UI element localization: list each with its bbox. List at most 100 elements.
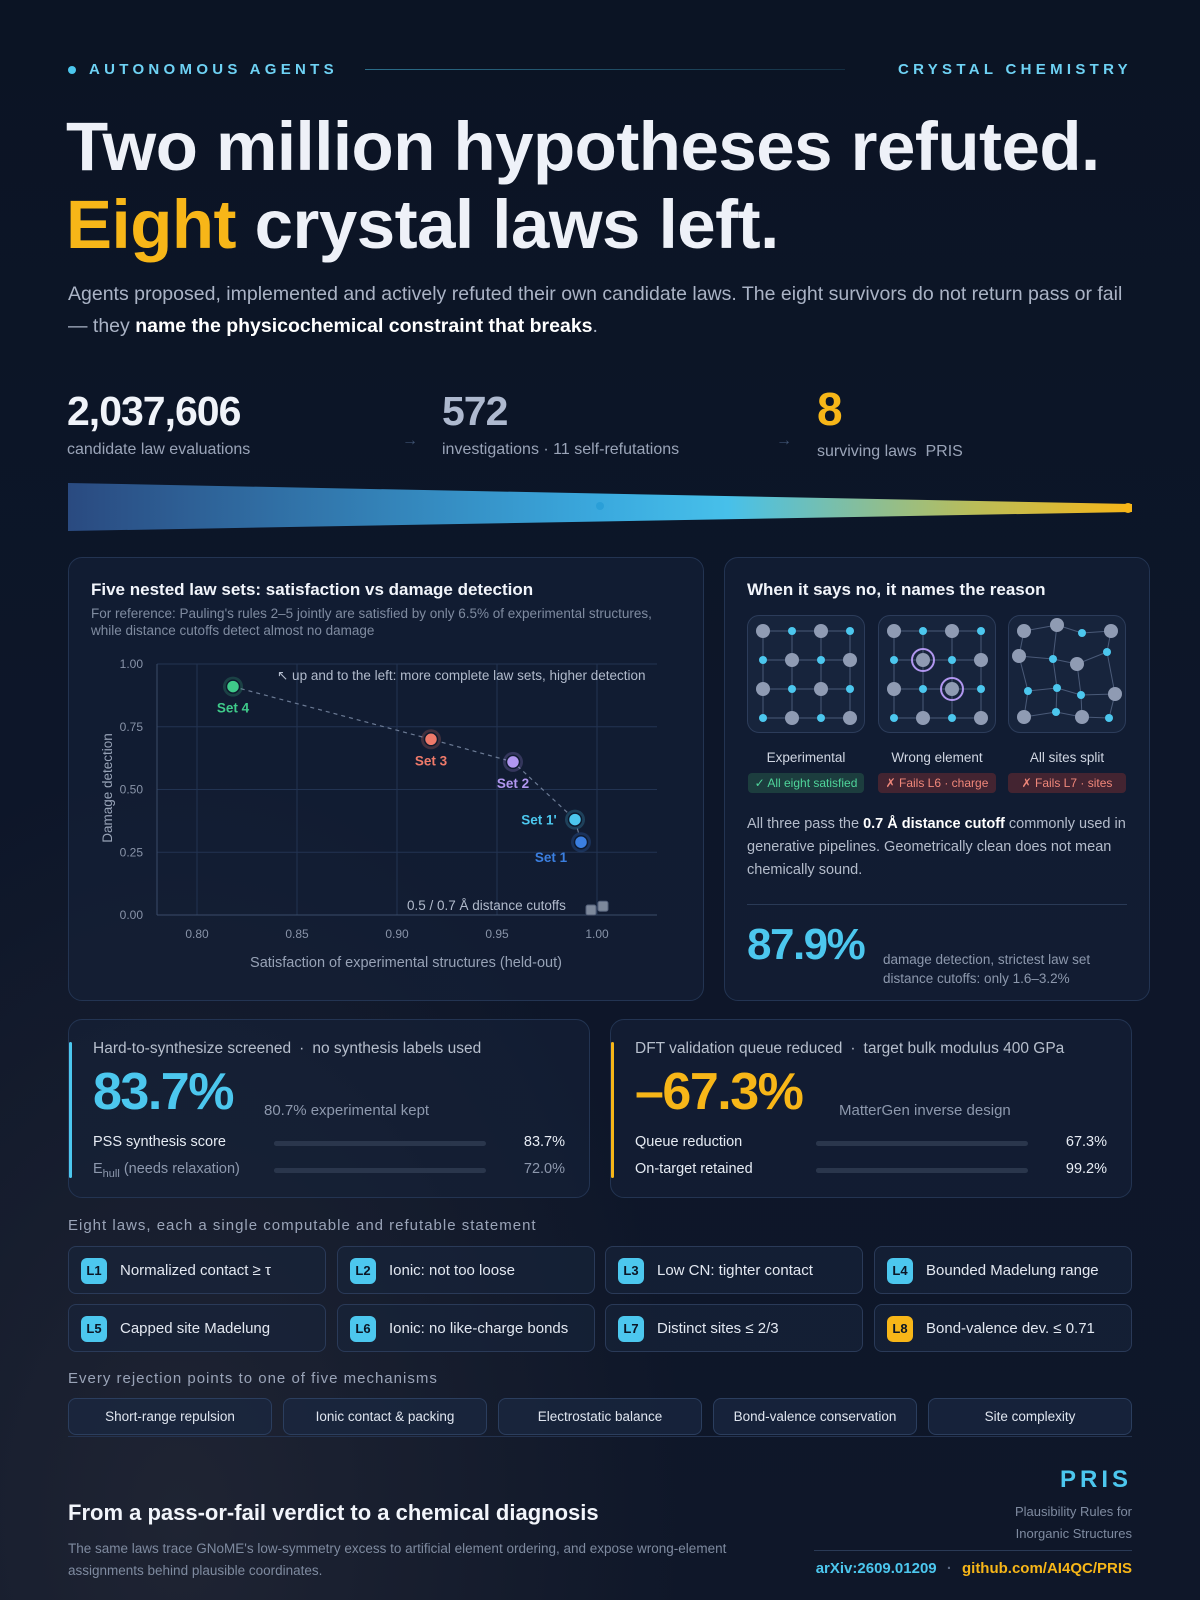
lattice-bond xyxy=(1056,687,1082,696)
headline-line-2-rest: crystal laws left. xyxy=(235,186,780,263)
law-card: L2 Ionic: not too loose xyxy=(337,1246,595,1294)
note-emphasis: 0.7 Å distance cutoff xyxy=(863,816,1005,832)
github-link[interactable]: github.com/AI4QC/PRIS xyxy=(961,1560,1132,1577)
law-tag: L7 xyxy=(618,1316,644,1342)
lede-text: Agents proposed, implemented and activel… xyxy=(68,283,1123,337)
law-tag: L8 xyxy=(887,1316,913,1342)
cation-site xyxy=(919,685,927,693)
mechanism-pill: Electrostatic balance xyxy=(498,1398,702,1435)
progress-bar-fill xyxy=(816,1168,1027,1173)
cutoff-marker xyxy=(597,900,609,912)
lattice-bond xyxy=(1052,658,1058,689)
law-card: L5 Capped site Madelung xyxy=(68,1304,326,1352)
stat-investigations: 572 investigations · 11 self-refutations xyxy=(442,388,679,459)
anion-site xyxy=(945,624,959,638)
lattice-bond xyxy=(1106,651,1116,695)
link-separator: · xyxy=(946,1560,952,1577)
lattice-bond xyxy=(1055,687,1058,713)
cation-site xyxy=(977,627,985,635)
headline-accent: Eight xyxy=(66,186,236,263)
note-text: All three pass the xyxy=(747,816,864,832)
accent-bar xyxy=(69,1042,72,1178)
scatter-chart: 0.00 0.25 0.50 0.75 1.00 0.80 0.85 0.90 0.95 1.00… xyxy=(100,657,657,971)
progress-bar-fill xyxy=(816,1141,959,1146)
anion-site xyxy=(756,624,770,638)
topic-label: CRYSTAL CHEMISTRY xyxy=(898,61,1132,78)
cation-site xyxy=(846,685,854,693)
anion-site xyxy=(887,624,901,638)
cation-site xyxy=(890,714,898,722)
lattice-wrong-element xyxy=(878,615,996,733)
y-tick-label: 1.00 xyxy=(120,657,144,671)
cation-site xyxy=(948,714,956,722)
heading-main: DFT validation queue reduced xyxy=(635,1040,843,1057)
headline: Two million hypotheses refuted. Eight cr… xyxy=(66,108,1100,264)
headline-line-1: Two million hypotheses refuted. xyxy=(66,108,1100,185)
anion-site xyxy=(1017,624,1031,638)
divider xyxy=(747,904,1127,905)
disordered-lattice-icon xyxy=(1012,618,1122,724)
footer-links: arXiv:2609.01209 · github.com/AI4QC/PRIS xyxy=(816,1560,1132,1577)
law-card: L6 Ionic: no like-charge bonds xyxy=(337,1304,595,1352)
chart-annotation: ↖ up and to the left: more complete law … xyxy=(277,668,646,683)
reason-card: When it says no, it names the reason Exp… xyxy=(724,557,1150,1001)
synthesis-note: 80.7% experimental kept xyxy=(264,1102,430,1119)
label-rest: (needs relaxation) xyxy=(119,1161,240,1177)
heading-note: target bulk modulus 400 GPa xyxy=(863,1040,1065,1057)
point-label: Set 1' xyxy=(521,813,556,828)
y-tick-label: 0.25 xyxy=(120,845,144,859)
bar-value: 72.0% xyxy=(523,1161,565,1177)
chart-axes: 0.00 0.25 0.50 0.75 1.00 0.80 0.85 0.90 0.95 1.00 xyxy=(120,657,657,941)
cutoff-marker xyxy=(585,904,597,916)
arrow-right-icon: → xyxy=(776,432,792,449)
caption-line-2: distance cutoffs: only 1.6–3.2% xyxy=(883,971,1070,986)
cation-site xyxy=(759,714,767,722)
cation-site xyxy=(817,656,825,664)
top-bar: AUTONOMOUS AGENTS CRYSTAL CHEMISTRY xyxy=(68,60,1132,80)
law-card: L3 Low CN: tighter contact xyxy=(605,1246,863,1294)
progress-bar-fill xyxy=(274,1168,427,1173)
crystal-lattice-icon xyxy=(887,624,988,725)
reason-card-title: When it says no, it names the reason xyxy=(747,580,1046,599)
law-text: Distinct sites ≤ 2/3 xyxy=(657,1320,779,1337)
label-sub: hull xyxy=(102,1167,120,1180)
cation-site xyxy=(817,714,825,722)
stat-value: 572 xyxy=(442,388,508,434)
anion-site xyxy=(916,711,930,725)
bar-value: 99.2% xyxy=(1065,1161,1107,1177)
heading-main: Hard-to-synthesize screened xyxy=(93,1040,292,1057)
laws-heading: Eight laws, each a single computable and… xyxy=(68,1217,537,1234)
anion-site xyxy=(1104,624,1118,638)
highlight-ring xyxy=(911,648,935,672)
note-text-end: commonly used in generative pipelines. G… xyxy=(747,816,1126,878)
reason-note: All three pass the 0.7 Å distance cutoff… xyxy=(747,813,1127,882)
mechanism-pill: Ionic contact & packing xyxy=(283,1398,487,1435)
progress-bar-fill xyxy=(274,1141,452,1146)
data-point xyxy=(573,834,589,850)
x-tick-label: 0.90 xyxy=(385,927,409,941)
dft-heading: DFT validation queue reduced · target bulk… xyxy=(635,1040,1065,1057)
anion-site xyxy=(974,711,988,725)
lattice-experimental xyxy=(747,615,865,733)
anion-site xyxy=(1012,649,1026,663)
lede-emphasis: name the physicochemical constraint that… xyxy=(135,315,593,337)
cation-site xyxy=(1078,629,1086,637)
stat-value: 2,037,606 xyxy=(67,388,241,434)
law-text: Capped site Madelung xyxy=(120,1320,271,1337)
point-label: Set 3 xyxy=(415,753,448,768)
tagline-line-1: Plausibility Rules for xyxy=(1014,1504,1132,1519)
point-label: Set 4 xyxy=(217,701,250,716)
anion-site xyxy=(785,653,799,667)
data-point xyxy=(505,754,521,770)
cation-site xyxy=(919,627,927,635)
x-axis-label: Satisfaction of experimental structures … xyxy=(250,955,562,971)
anion-site xyxy=(1017,710,1031,724)
arxiv-link[interactable]: arXiv:2609.01209 xyxy=(815,1560,937,1577)
status-badge: ✗ Fails L6 · charge xyxy=(878,773,996,793)
point-label: Set 1 xyxy=(535,850,568,865)
tagline-line-2: Inorganic Structures xyxy=(1015,1526,1132,1541)
law-text: Bond-valence dev. ≤ 0.71 xyxy=(926,1320,1095,1337)
data-point xyxy=(423,732,439,747)
brand-logo: PRIS xyxy=(1059,1466,1132,1493)
progress-bar-track xyxy=(816,1168,1028,1173)
